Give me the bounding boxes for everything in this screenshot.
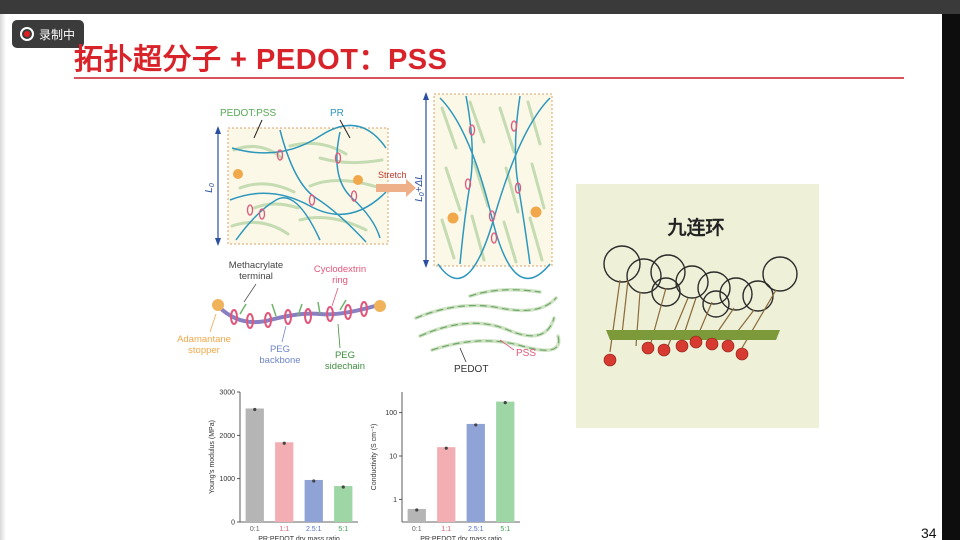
bar-1:1	[437, 447, 456, 522]
x-tick-label: 5:1	[500, 526, 510, 533]
bar-mean-point	[444, 446, 448, 450]
l0-label: L0	[204, 183, 216, 193]
puzzle-ball	[641, 341, 655, 355]
bar-0:1	[407, 508, 426, 522]
recording-label: 录制中	[39, 27, 76, 42]
x-tick-label: 1:1	[279, 526, 289, 533]
puzzle-ball	[657, 343, 671, 357]
bar-mean-point	[474, 423, 478, 427]
bar-mean-point	[503, 401, 507, 405]
pss-label: PSS	[516, 348, 536, 359]
conductivity-chart: 1 10 100 0:1 1:1 2.5:1 5:1 PR:PEDOT dry mass ra…	[371, 392, 520, 540]
cyclodextrin-label: Cyclodextrin ring	[314, 264, 366, 286]
slide-edge-shadow	[0, 14, 6, 540]
y-tick-label: 2000	[219, 433, 235, 440]
pedot-pss-label: PEDOT:PSS	[220, 108, 276, 119]
x-tick-label: 5:1	[338, 526, 348, 533]
puzzle-ball	[705, 337, 719, 351]
x-tick-label: 1:1	[441, 526, 451, 533]
bar-1:1	[275, 442, 294, 522]
pr-label: PR	[330, 108, 344, 119]
puzzle-title: 九连环	[666, 216, 724, 239]
pedot-pss-chains	[414, 288, 561, 352]
nine-linked-rings-illustration: 九连环	[576, 184, 819, 428]
bar-mean-point	[312, 479, 316, 483]
stretch-arrow	[376, 179, 416, 197]
bar-mean-point	[253, 407, 257, 412]
puzzle-ball	[603, 353, 617, 367]
record-icon	[20, 27, 34, 41]
pr-pointer	[339, 119, 351, 139]
page-number: 34	[921, 525, 937, 540]
puzzle-ball	[675, 339, 689, 353]
bar-5:1	[334, 486, 353, 522]
adamantane-label: Adamantane stopper	[177, 334, 231, 356]
x-tick-label: 0:1	[412, 526, 422, 533]
y-axis-label: Young's modulus (MPa)	[209, 420, 216, 494]
x-axis-label: PR:PEDOT dry mass ratio	[420, 536, 502, 540]
y-tick-label: 1	[393, 497, 397, 504]
screen-right-bar	[942, 14, 960, 540]
x-tick-label: 2.5:1	[468, 526, 484, 533]
x-axis-label: PR:PEDOT dry mass ratio	[258, 536, 340, 540]
bar-mean-point	[282, 441, 286, 445]
pedot-label: PEDOT	[454, 364, 488, 375]
y-tick-label: 3000	[219, 390, 235, 397]
x-tick-label: 2.5:1	[306, 526, 322, 533]
bar-mean-point	[341, 485, 345, 489]
pedot-pss-pointer	[253, 119, 263, 139]
polyrotaxane-molecule	[212, 299, 386, 329]
youngs-modulus-chart: 0 1000 2000 3000 0:1 1:1 2.5:1 5:1 PR:PEDOT dry …	[209, 390, 358, 540]
methacrylate-label: Methacrylate terminal	[229, 260, 283, 282]
puzzle-ball	[735, 347, 749, 361]
recording-badge[interactable]: 录制中	[12, 20, 84, 48]
puzzle-bar	[606, 330, 780, 340]
peg-sidechain-label: PEG sidechain	[325, 350, 365, 372]
screen-top-bar	[0, 0, 960, 14]
y-tick-label: 10	[389, 454, 397, 461]
unstretched-network	[227, 124, 389, 245]
y-tick-label: 0	[231, 520, 235, 527]
bar-0:1	[245, 408, 264, 522]
stretched-label: L0+ΔL	[414, 174, 426, 202]
title-underline	[74, 77, 904, 79]
peg-backbone-label: PEG backbone	[259, 344, 300, 366]
puzzle-ball	[689, 335, 703, 349]
stretch-label: Stretch	[378, 170, 407, 180]
y-axis-label: Conductivity (S cm⁻¹)	[371, 424, 378, 491]
bar-2.5:1	[304, 479, 323, 522]
slide-title: 拓扑超分子 + PEDOT：PSS	[74, 44, 448, 76]
y-tick-label: 1000	[219, 476, 235, 483]
bar-mean-point	[415, 508, 419, 512]
y-tick-label: 100	[385, 410, 397, 417]
bar-2.5:1	[466, 423, 485, 522]
stretched-network	[433, 93, 553, 280]
research-figure: L0 PEDOT:PSS PR Stretch L0+ΔL	[177, 92, 561, 540]
x-tick-label: 0:1	[250, 526, 260, 533]
puzzle-ball	[721, 339, 735, 353]
puzzle-balls	[603, 335, 749, 367]
bar-5:1	[496, 401, 515, 522]
